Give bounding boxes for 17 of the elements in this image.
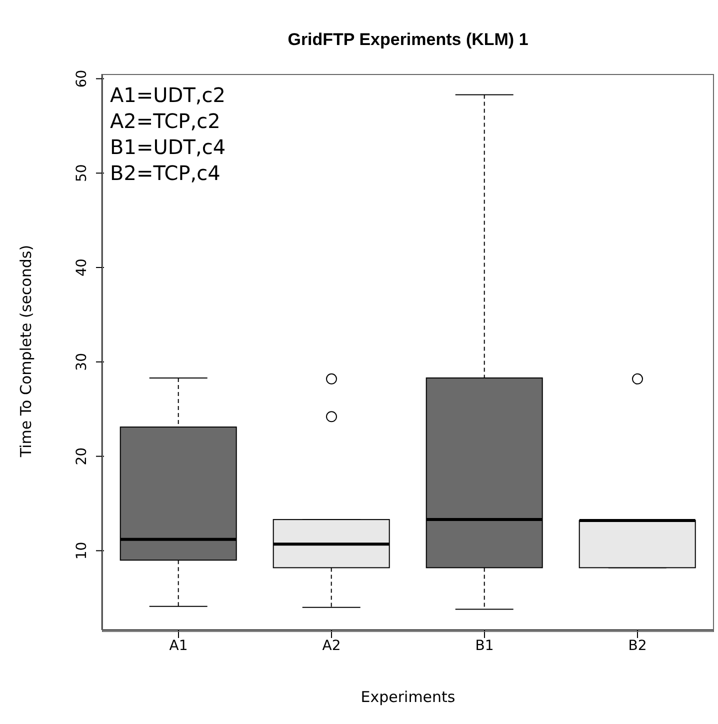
annotation: A2=TCP,c2	[110, 108, 222, 134]
annotation: B2=TCP,c4	[110, 160, 222, 186]
y-tick-label: 30	[74, 353, 90, 371]
annotation: B1=UDT,c4	[110, 134, 226, 160]
y-tick-label: 10	[74, 542, 90, 560]
annotation: A1=UDT,c2	[110, 82, 226, 108]
x-tick-label: B1	[475, 638, 494, 654]
chart-title: GridFTP Experiments (KLM) 1	[286, 30, 530, 50]
y-tick-label: 60	[74, 70, 90, 88]
x-tick-label: A2	[322, 638, 341, 654]
x-tick-label: A1	[169, 638, 188, 654]
y-tick-label: 40	[74, 258, 90, 276]
x-tick-label: B2	[628, 638, 647, 654]
y-axis-title: Time To Complete (seconds)	[17, 244, 35, 460]
y-tick-label: 20	[74, 447, 90, 466]
x-axis-title: Experiments	[360, 688, 456, 706]
y-tick-label: 50	[74, 164, 90, 182]
